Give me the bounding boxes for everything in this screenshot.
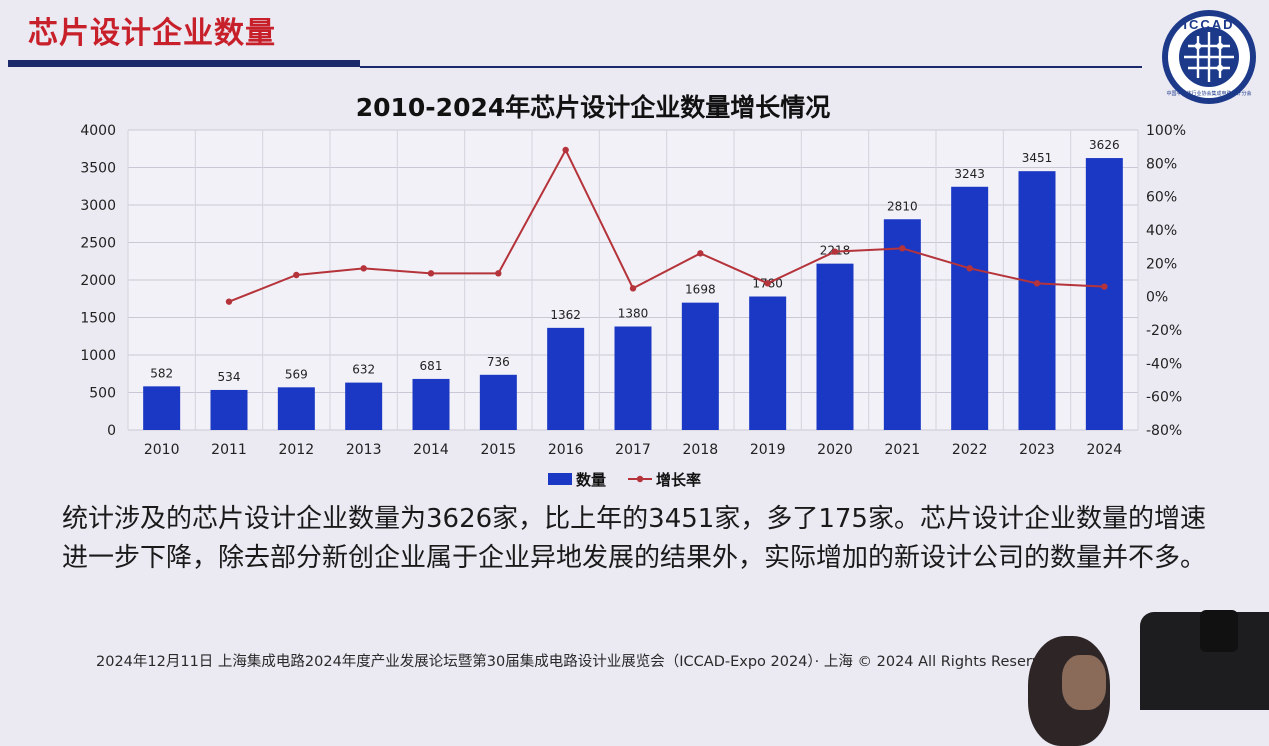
growth-point-2023 <box>1033 280 1041 287</box>
growth-point-2011 <box>225 298 233 305</box>
x-axis-tick-2016: 2016 <box>548 442 584 458</box>
audience-person-face <box>1062 655 1106 710</box>
left-axis-tick: 3500 <box>80 161 116 177</box>
iccad-logo: ICCAD 中国半导体行业协会集成电路设计分会 <box>1162 10 1256 104</box>
bar-2019 <box>749 296 787 430</box>
growth-rate-line <box>228 147 1105 303</box>
logo-text: ICCAD <box>1183 17 1234 32</box>
bar-2015 <box>479 374 517 430</box>
growth-point-2021 <box>899 245 906 252</box>
x-axis-tick-2017: 2017 <box>615 442 651 458</box>
bar-2010 <box>143 386 181 430</box>
x-axis-tick-2019: 2019 <box>750 442 786 458</box>
growth-point-2013 <box>360 265 367 272</box>
legend-line-label: 增长率 <box>656 471 701 489</box>
x-axis-tick-2013: 2013 <box>346 442 382 458</box>
left-axis-tick: 1500 <box>80 311 116 327</box>
bar-label-2014: 681 <box>420 359 443 373</box>
growth-point-2022 <box>966 265 973 272</box>
bar-label-2013: 632 <box>352 363 375 377</box>
right-axis-tick: -20% <box>1146 323 1182 339</box>
bar-label-2017: 1380 <box>618 307 649 321</box>
bar-label-2012: 569 <box>285 367 308 381</box>
x-axis-tick-2012: 2012 <box>279 442 315 458</box>
x-axis-tick-2010: 2010 <box>144 442 180 458</box>
bar-2014 <box>412 378 450 430</box>
bar-2023 <box>1018 171 1056 431</box>
camera-lens <box>1200 610 1238 652</box>
bar-2020 <box>816 263 854 430</box>
bar-2011 <box>210 389 248 430</box>
bar-label-2010: 582 <box>150 366 173 380</box>
slide-title: 芯片设计企业数量 <box>28 16 276 51</box>
growth-point-2016 <box>562 146 569 154</box>
growth-point-2019 <box>764 280 771 287</box>
right-axis-tick: 80% <box>1146 156 1177 172</box>
legend-bar-label: 数量 <box>576 471 606 489</box>
left-axis-tick: 2500 <box>80 236 116 252</box>
chart-title: 2010-2024年芯片设计企业数量增长情况 <box>356 93 831 122</box>
logo-subtitle: 中国半导体行业协会集成电路设计分会 <box>1166 90 1251 97</box>
x-axis-tick-2018: 2018 <box>683 442 719 458</box>
x-axis-tick-2023: 2023 <box>1019 442 1055 458</box>
x-axis-tick-2015: 2015 <box>481 442 517 458</box>
x-axis-tick-2021: 2021 <box>885 442 921 458</box>
title-underline-thick <box>8 60 360 67</box>
bar-2017 <box>614 326 652 430</box>
growth-point-2018 <box>697 250 704 257</box>
growth-point-2015 <box>495 270 502 277</box>
bar-label-2023: 3451 <box>1022 151 1053 165</box>
x-axis-tick-2024: 2024 <box>1087 442 1123 458</box>
bar-label-2011: 534 <box>218 370 241 384</box>
legend-line-marker <box>636 475 644 483</box>
bar-label-2018: 1698 <box>685 283 716 297</box>
growth-point-2017 <box>629 285 637 292</box>
right-axis-tick: -40% <box>1146 356 1182 372</box>
bar-label-2015: 736 <box>487 355 510 369</box>
left-axis-tick: 2000 <box>80 273 116 289</box>
right-axis-tick: 20% <box>1146 256 1177 272</box>
left-axis-tick: 500 <box>89 386 116 402</box>
bar-2013 <box>345 382 383 430</box>
bar-2016 <box>547 327 585 430</box>
bar-2018 <box>681 302 719 430</box>
bar-2021 <box>883 219 921 430</box>
description-text: 统计涉及的芯片设计企业数量为3626家，比上年的3451家，多了175家。芯片设… <box>62 504 1207 573</box>
right-axis-tick: 60% <box>1146 190 1177 206</box>
bar-2022 <box>951 186 989 430</box>
x-axis-tick-2011: 2011 <box>211 442 247 458</box>
x-axis-tick-2014: 2014 <box>413 442 449 458</box>
growth-point-2014 <box>427 270 435 277</box>
growth-point-2024 <box>1101 283 1108 290</box>
title-underline-thin <box>360 66 1142 68</box>
growth-point-2020 <box>831 248 839 255</box>
x-axis-tick-2022: 2022 <box>952 442 988 458</box>
right-axis-tick: -80% <box>1146 423 1182 439</box>
x-axis-tick-2020: 2020 <box>817 442 853 458</box>
growth-point-2012 <box>293 271 300 279</box>
right-axis-tick: 100% <box>1146 123 1186 139</box>
right-axis-tick: 0% <box>1146 290 1168 306</box>
left-axis-tick: 3000 <box>80 198 116 214</box>
left-axis-tick: 0 <box>107 423 116 439</box>
growth-chart: 2010-2024年芯片设计企业数量增长情况 0 500 1000 1500 2000 25… <box>80 93 1186 489</box>
bar-label-2022: 3243 <box>954 167 985 181</box>
bar-label-2024: 3626 <box>1089 138 1120 152</box>
bar-label-2021: 2810 <box>887 199 918 213</box>
right-axis-tick: 40% <box>1146 223 1177 239</box>
footer-text: 2024年12月11日 上海集成电路2024年度产业发展论坛暨第30届集成电路设… <box>96 654 1059 670</box>
left-axis-tick: 1000 <box>80 348 116 364</box>
bar-2012 <box>277 387 315 430</box>
left-axis-tick: 4000 <box>80 123 116 139</box>
right-axis-tick: -60% <box>1146 390 1182 406</box>
legend-bar-swatch <box>548 473 572 485</box>
bar-2024 <box>1085 158 1123 431</box>
bar-label-2016: 1362 <box>550 308 581 322</box>
